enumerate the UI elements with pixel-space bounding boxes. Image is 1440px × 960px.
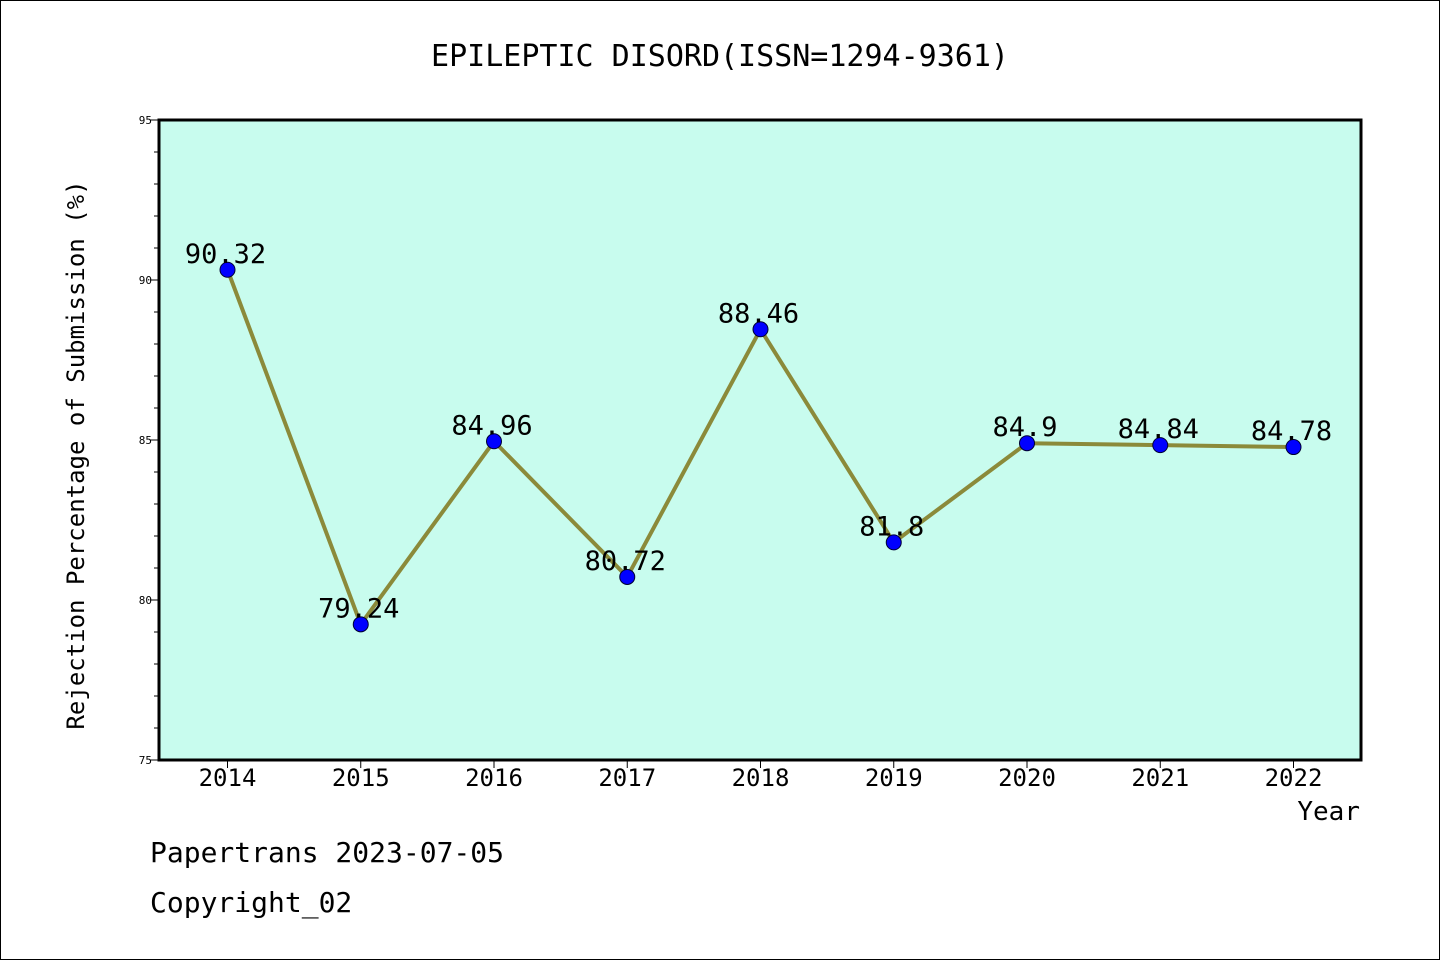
x-tick-label: 2022 xyxy=(1265,764,1323,792)
x-tick-label: 2018 xyxy=(732,764,790,792)
data-point xyxy=(1285,439,1302,456)
x-tick-label: 2014 xyxy=(199,764,257,792)
data-point xyxy=(619,568,636,585)
data-label: 84.84 xyxy=(1118,414,1199,445)
data-label: 88.46 xyxy=(718,298,799,329)
data-label: 84.78 xyxy=(1251,416,1332,447)
x-tick-label: 2019 xyxy=(865,764,923,792)
data-point xyxy=(1152,437,1169,454)
x-tick-label: 2015 xyxy=(332,764,390,792)
x-axis: 2014 2015 2016 2017 2018 2019 2020 2021 2022 xyxy=(199,760,1323,792)
y-tick-label: 90 xyxy=(139,274,152,287)
y-axis-label: Rejection Percentage of Submission (%) xyxy=(62,180,90,729)
data-point xyxy=(219,261,236,278)
x-tick-label: 2021 xyxy=(1131,764,1189,792)
chart-title: EPILEPTIC DISORD(ISSN=1294-9361) xyxy=(431,39,1009,74)
data-point xyxy=(752,321,769,338)
x-axis-label: Year xyxy=(1297,797,1360,827)
data-label: 79.24 xyxy=(318,593,399,624)
data-point xyxy=(885,534,902,551)
y-tick-label: 80 xyxy=(139,594,152,607)
x-tick-label: 2017 xyxy=(598,764,656,792)
data-label: 84.9 xyxy=(992,412,1057,443)
y-tick-label: 75 xyxy=(139,754,152,767)
data-label: 84.96 xyxy=(451,410,532,441)
data-label: 80.72 xyxy=(585,546,666,577)
data-point xyxy=(486,433,502,450)
x-tick-label: 2020 xyxy=(998,764,1056,792)
y-tick-label: 95 xyxy=(139,114,152,127)
x-tick-label: 2016 xyxy=(465,764,523,792)
footer-date-stamp: Papertrans 2023-07-05 xyxy=(150,836,505,869)
data-point xyxy=(352,616,369,633)
data-label: 81.8 xyxy=(859,511,924,542)
y-tick-label: 85 xyxy=(139,434,152,447)
data-label: 90.32 xyxy=(185,239,266,270)
footer-copyright: Copyright_02 xyxy=(150,886,353,919)
y-axis: 75 80 85 90 95 xyxy=(139,114,159,767)
series-layer: 90.32 79.24 84.96 80.72 88.46 81.8 84.9 84.84 84… xyxy=(185,239,1332,633)
data-point xyxy=(1019,435,1035,452)
